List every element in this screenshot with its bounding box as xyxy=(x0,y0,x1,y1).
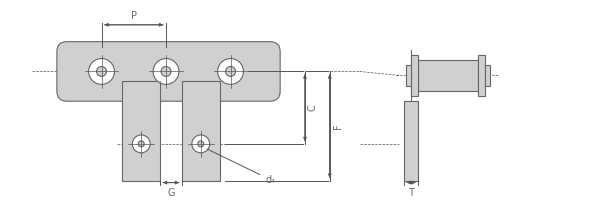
Text: G: G xyxy=(167,188,175,198)
FancyBboxPatch shape xyxy=(406,65,411,86)
Circle shape xyxy=(89,59,115,84)
FancyBboxPatch shape xyxy=(418,60,478,91)
Text: F: F xyxy=(333,123,343,129)
Circle shape xyxy=(226,66,235,76)
Text: C: C xyxy=(308,104,318,111)
FancyBboxPatch shape xyxy=(485,65,490,86)
Circle shape xyxy=(153,59,179,84)
Text: T: T xyxy=(408,188,414,198)
Circle shape xyxy=(161,66,171,76)
FancyBboxPatch shape xyxy=(411,55,418,96)
Circle shape xyxy=(192,135,209,153)
Circle shape xyxy=(138,141,144,147)
Text: P: P xyxy=(131,11,137,21)
FancyBboxPatch shape xyxy=(122,81,160,181)
Text: d₄: d₄ xyxy=(207,149,275,185)
Circle shape xyxy=(218,59,244,84)
Circle shape xyxy=(132,135,150,153)
FancyBboxPatch shape xyxy=(57,42,280,101)
FancyBboxPatch shape xyxy=(404,101,418,181)
Circle shape xyxy=(198,141,204,147)
Circle shape xyxy=(97,66,106,76)
FancyBboxPatch shape xyxy=(182,81,220,181)
FancyBboxPatch shape xyxy=(478,55,485,96)
